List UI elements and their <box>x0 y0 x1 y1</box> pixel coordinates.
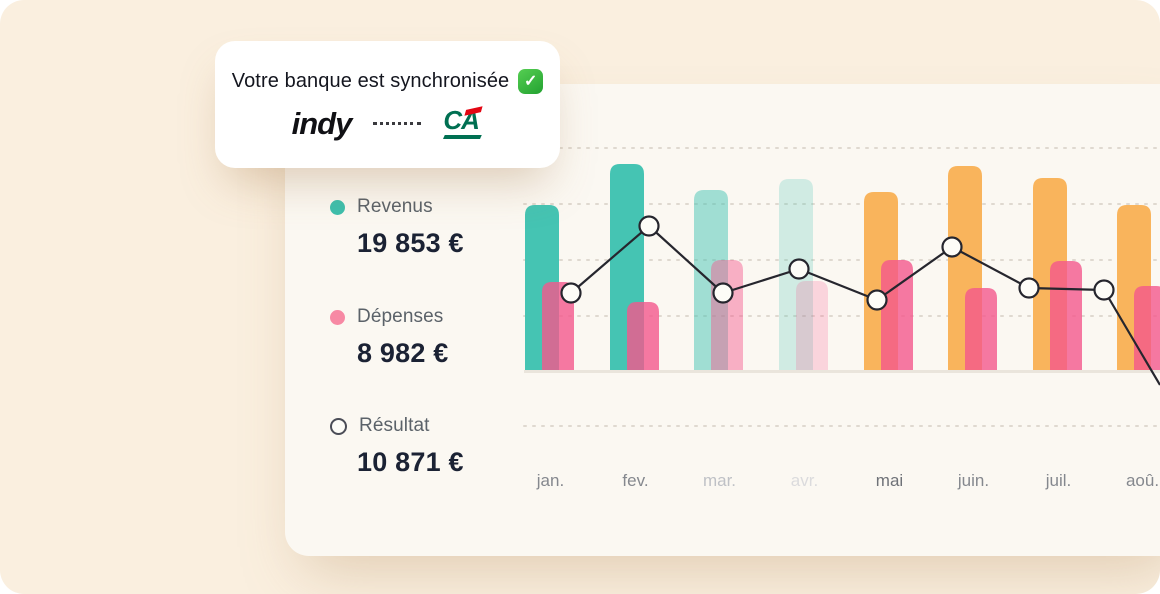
credit-agricole-underline <box>443 135 483 139</box>
depenses-dot-icon <box>330 309 345 325</box>
toast-title: Votre banque est synchronisée ✓ <box>231 68 544 94</box>
verified-check-icon: ✓ <box>518 68 544 94</box>
toast-title-text: Votre banque est synchronisée <box>231 69 510 92</box>
legend-value: 10 871 € <box>357 447 464 477</box>
bank-sync-toast: Votre banque est synchronisée ✓ indy CA <box>215 41 560 168</box>
legend-value: 8 982 € <box>357 338 449 368</box>
legend-item-resultat[interactable]: Résultat 10 871 € <box>330 415 464 478</box>
legend-item-depenses[interactable]: Dépenses 8 982 € <box>330 306 448 369</box>
revenus-dot-icon <box>330 199 345 215</box>
legend-label: Résultat <box>359 415 430 436</box>
legend-label: Revenus <box>357 196 433 217</box>
legend-value: 19 853 € <box>357 228 464 258</box>
dotted-connector-icon <box>373 122 422 125</box>
brand-connection-row: indy CA <box>291 105 484 141</box>
credit-agricole-logo: CA <box>443 105 483 141</box>
indy-logo: indy <box>291 106 353 141</box>
resultat-ring-icon <box>330 417 347 435</box>
legend-item-revenus[interactable]: Revenus 19 853 € <box>330 196 464 259</box>
legend-label: Dépenses <box>357 306 444 327</box>
